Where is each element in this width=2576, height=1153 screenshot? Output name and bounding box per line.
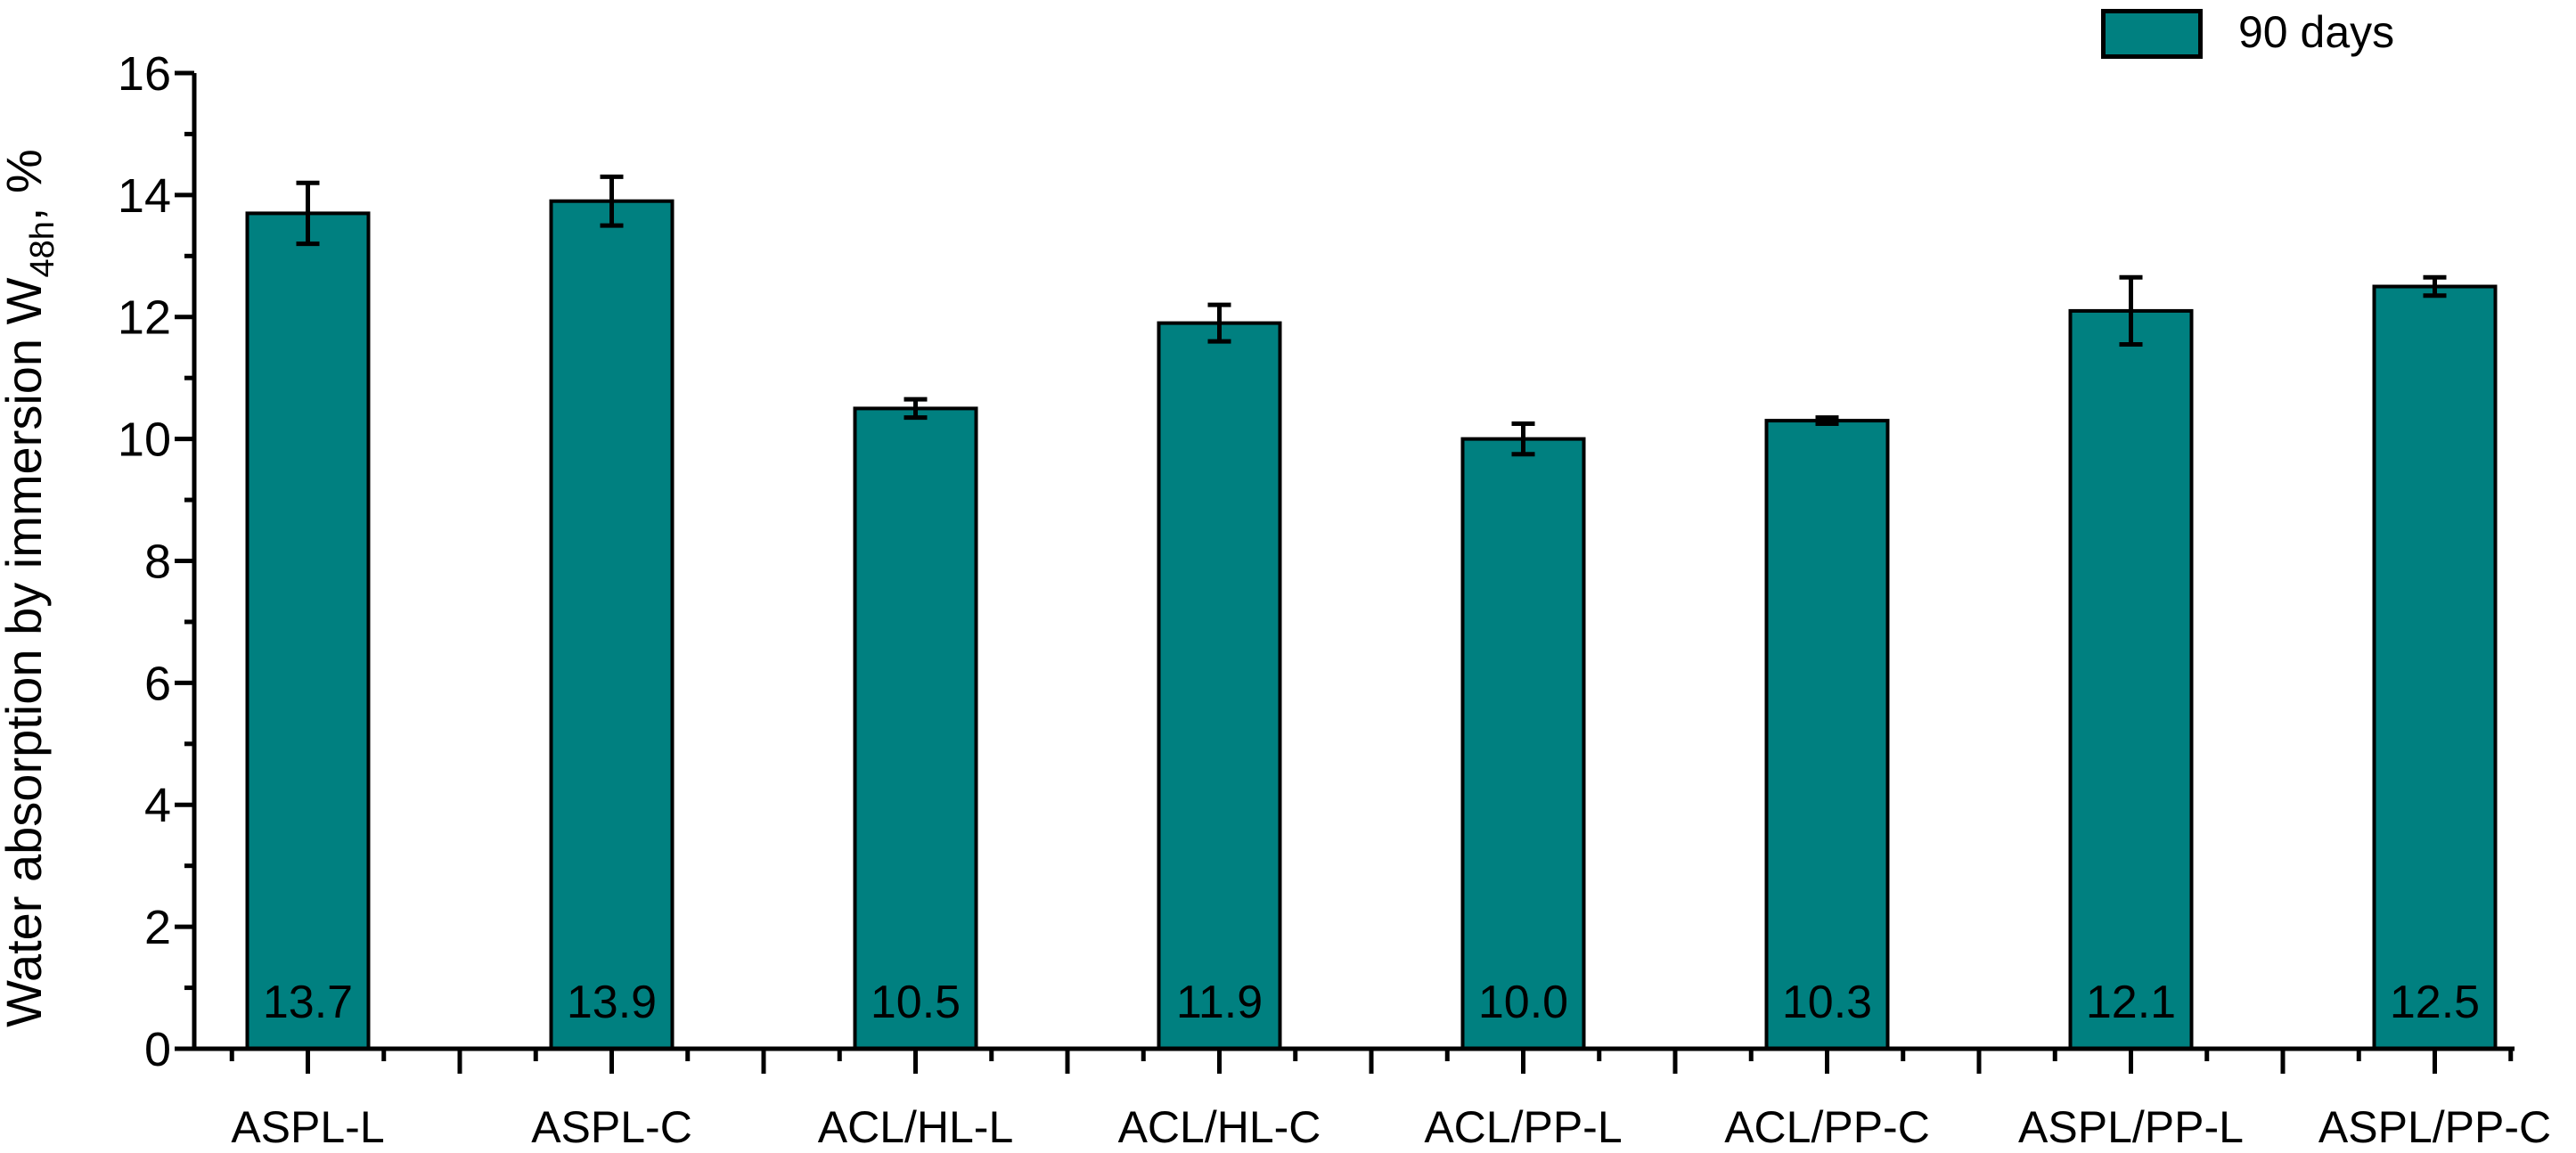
bar-value-label: 10.0 <box>1478 977 1568 1028</box>
bar-value-label: 10.5 <box>871 977 961 1028</box>
bar-value-label: 13.7 <box>263 977 353 1028</box>
y-tick-label: 16 <box>118 47 171 101</box>
y-tick-label: 0 <box>144 1023 171 1076</box>
bar <box>1460 437 1586 1051</box>
bar <box>853 406 978 1051</box>
y-tick-label: 2 <box>144 901 171 954</box>
y-tick-label: 10 <box>118 413 171 467</box>
x-category-label: ASPL-C <box>531 1102 692 1152</box>
y-tick-label: 6 <box>144 657 171 710</box>
bar <box>2372 284 2498 1051</box>
x-category-label: ACL/HL-C <box>1118 1102 1321 1152</box>
y-axis-title: Water absorption by immersion W48h, % <box>0 149 61 1027</box>
x-category-label: ASPL/PP-C <box>2318 1102 2551 1152</box>
x-category-label: ACL/PP-C <box>1724 1102 1930 1152</box>
bar <box>1157 321 1282 1051</box>
bar <box>549 199 675 1051</box>
legend: 90 days <box>2101 9 2394 59</box>
bar-value-label: 12.1 <box>2086 977 2176 1028</box>
bar <box>245 211 371 1051</box>
bar <box>1764 419 1890 1051</box>
legend-swatch <box>2101 9 2203 59</box>
bar <box>2068 308 2194 1051</box>
x-category-label: ACL/PP-L <box>1424 1102 1622 1152</box>
y-tick-label: 12 <box>118 291 171 345</box>
y-tick-label: 14 <box>118 169 171 223</box>
bar-value-label: 13.9 <box>567 977 657 1028</box>
x-category-label: ASPL/PP-L <box>2018 1102 2244 1152</box>
y-tick-label: 4 <box>144 779 171 832</box>
x-category-label: ACL/HL-L <box>818 1102 1014 1152</box>
x-category-label: ASPL-L <box>231 1102 384 1152</box>
bar-value-label: 11.9 <box>1176 977 1263 1028</box>
bar-value-label: 10.3 <box>1782 977 1872 1028</box>
bar-value-label: 12.5 <box>2390 977 2480 1028</box>
legend-label: 90 days <box>2238 7 2395 57</box>
y-tick-label: 8 <box>144 535 171 588</box>
